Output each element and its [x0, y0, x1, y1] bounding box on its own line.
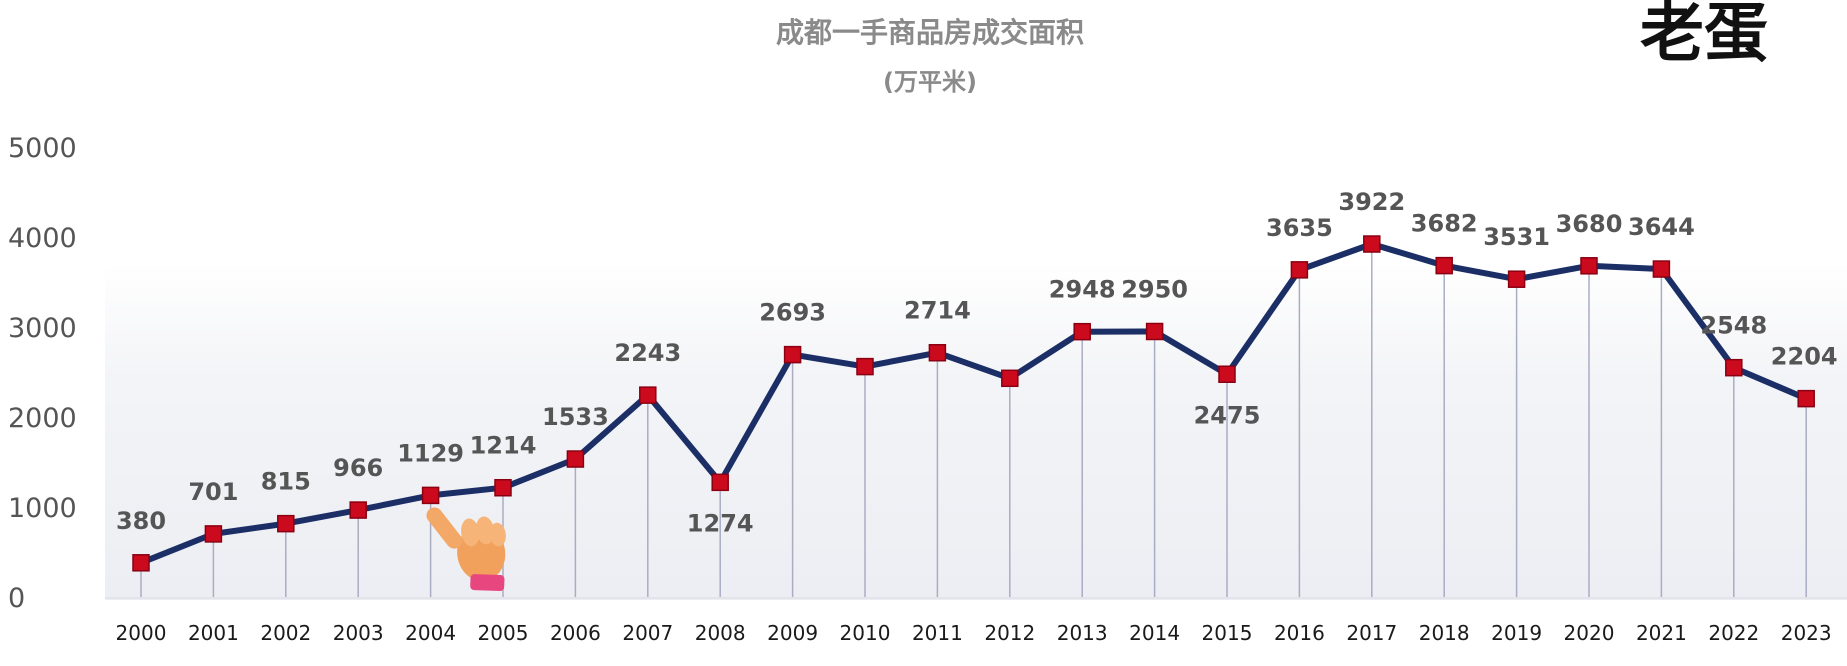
- data-label: 2714: [904, 297, 971, 325]
- data-point-marker: [566, 450, 585, 468]
- x-tick-label: 2017: [1346, 621, 1397, 645]
- data-point-marker: [132, 554, 150, 572]
- data-label: 2243: [614, 339, 681, 367]
- data-label: 3635: [1266, 214, 1333, 242]
- data-point-marker: [349, 501, 367, 519]
- data-label: 3680: [1556, 210, 1623, 238]
- data-point-marker: [421, 486, 440, 505]
- data-label: 815: [261, 468, 311, 496]
- data-point-marker: [1652, 260, 1671, 278]
- data-point-marker: [1435, 256, 1453, 275]
- data-label: 1533: [542, 403, 609, 431]
- y-tick-label: 5000: [8, 133, 77, 164]
- x-tick-label: 2014: [1129, 621, 1180, 645]
- x-tick-label: 2016: [1274, 621, 1325, 645]
- x-tick-label: 2005: [478, 621, 529, 645]
- data-point-marker: [711, 473, 729, 492]
- data-point-marker: [1073, 322, 1091, 341]
- chart-title: 成都一手商品房成交面积: [776, 16, 1084, 49]
- watermark-text: 老蛋: [1640, 0, 1768, 71]
- x-tick-label: 2015: [1202, 621, 1253, 645]
- data-point-marker: [1363, 235, 1381, 253]
- data-point-marker: [1725, 358, 1743, 377]
- x-tick-label: 2007: [622, 621, 673, 645]
- x-tick-label: 2006: [550, 621, 601, 645]
- data-point-marker: [204, 525, 223, 543]
- x-tick-label: 2018: [1419, 621, 1470, 645]
- y-tick-label: 1000: [8, 493, 77, 524]
- data-label: 3644: [1628, 213, 1695, 241]
- data-point-marker: [639, 386, 657, 404]
- data-label: 966: [333, 454, 383, 482]
- x-tick-label: 2013: [1057, 621, 1108, 645]
- data-label: 1214: [470, 432, 537, 460]
- x-tick-label: 2004: [405, 621, 456, 645]
- data-label: 1274: [687, 509, 754, 537]
- x-tick-label: 2021: [1636, 621, 1687, 645]
- y-tick-label: 0: [8, 583, 25, 614]
- data-label: 3682: [1411, 210, 1478, 238]
- data-point-marker: [1001, 369, 1019, 388]
- data-point-marker: [1218, 365, 1236, 383]
- data-label: 1129: [397, 439, 464, 467]
- data-point-marker: [1290, 261, 1309, 279]
- data-label: 701: [188, 478, 238, 506]
- x-tick-label: 2020: [1564, 621, 1615, 645]
- data-point-marker: [856, 357, 874, 376]
- x-tick-label: 2008: [695, 621, 746, 645]
- x-tick-label: 2023: [1781, 621, 1832, 645]
- data-point-marker: [1507, 270, 1526, 288]
- data-label: 2693: [759, 299, 826, 327]
- data-label: 3531: [1483, 223, 1550, 251]
- series-markers: [132, 235, 1815, 572]
- x-tick-label: 2009: [767, 621, 818, 645]
- data-label: 2204: [1771, 343, 1838, 371]
- data-point-marker: [1797, 389, 1815, 408]
- data-point-marker: [783, 345, 802, 364]
- y-tick-label: 3000: [8, 313, 77, 344]
- hand-pointer-icon: [426, 507, 506, 592]
- x-tick-label: 2003: [333, 621, 384, 645]
- plot-background-band: [105, 262, 1847, 600]
- x-tick-label: 2000: [116, 621, 167, 645]
- x-tick-label: 2011: [912, 621, 963, 645]
- data-point-marker: [1580, 257, 1598, 275]
- data-label: 380: [116, 507, 166, 535]
- chart-subtitle: (万平米): [883, 68, 977, 96]
- y-tick-label: 4000: [8, 223, 77, 254]
- x-tick-label: 2002: [260, 621, 311, 645]
- x-tick-label: 2012: [984, 621, 1035, 645]
- y-tick-label: 2000: [8, 403, 77, 434]
- x-tick-label: 2001: [188, 621, 239, 645]
- data-label: 3922: [1338, 188, 1405, 216]
- data-point-marker: [1145, 322, 1164, 341]
- data-label: 2475: [1194, 401, 1261, 429]
- data-label: 2948: [1049, 276, 1116, 304]
- x-tick-label: 2019: [1491, 621, 1542, 645]
- data-point-marker: [928, 343, 947, 362]
- series-line: [138, 241, 1810, 566]
- x-tick-label: 2010: [840, 621, 891, 645]
- data-point-marker: [277, 514, 295, 533]
- y-axis-ticks: 0 1000 2000 3000 4000 5000: [8, 133, 77, 614]
- data-point-marker: [494, 478, 512, 497]
- data-label: 2950: [1121, 276, 1188, 304]
- x-tick-label: 2022: [1708, 621, 1759, 645]
- x-axis-ticks: 2000 2001 2002 2003 2004 2005 2006 2007 2008 2009…: [116, 621, 1832, 645]
- data-label: 2548: [1700, 312, 1767, 340]
